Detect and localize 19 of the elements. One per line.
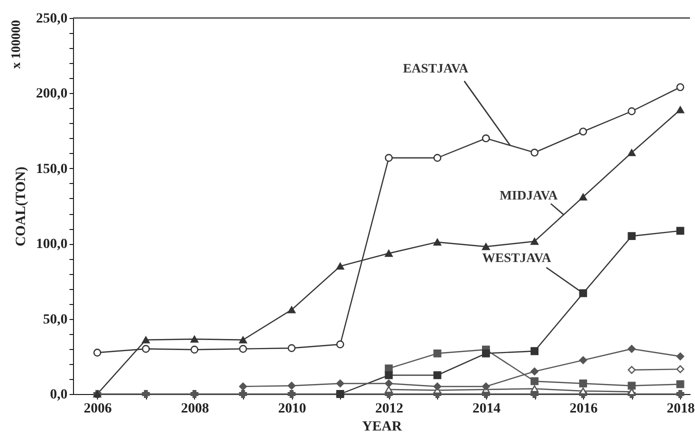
- y-axis-title: COAL(TON): [14, 166, 29, 246]
- y-tick-label: 50,0: [43, 312, 68, 328]
- x-tick-label: 2016: [570, 402, 598, 416]
- x-tick-label: 2008: [180, 402, 209, 416]
- y-tick-label: 100,0: [36, 237, 68, 252]
- x-tick-label: 2006: [84, 402, 112, 416]
- x-tick-label: 2010: [278, 402, 306, 416]
- y-tick-label: 150,0: [36, 162, 68, 177]
- series-label: MIDJAVA: [500, 188, 558, 203]
- x-tick-label: 2012: [375, 402, 404, 416]
- x-axis-title: YEAR: [362, 420, 403, 432]
- text: WESTJAVA: [482, 250, 552, 266]
- x-tick-label: 2014: [472, 402, 500, 416]
- text: x 100000: [8, 20, 23, 69]
- x-tick-label: 2018: [666, 402, 695, 416]
- y-tick-label: 0,0: [50, 388, 68, 402]
- y-tick-label: 250,0: [36, 12, 68, 26]
- y-tick-label: 200,0: [36, 86, 68, 102]
- text: EASTJAVA: [402, 60, 469, 76]
